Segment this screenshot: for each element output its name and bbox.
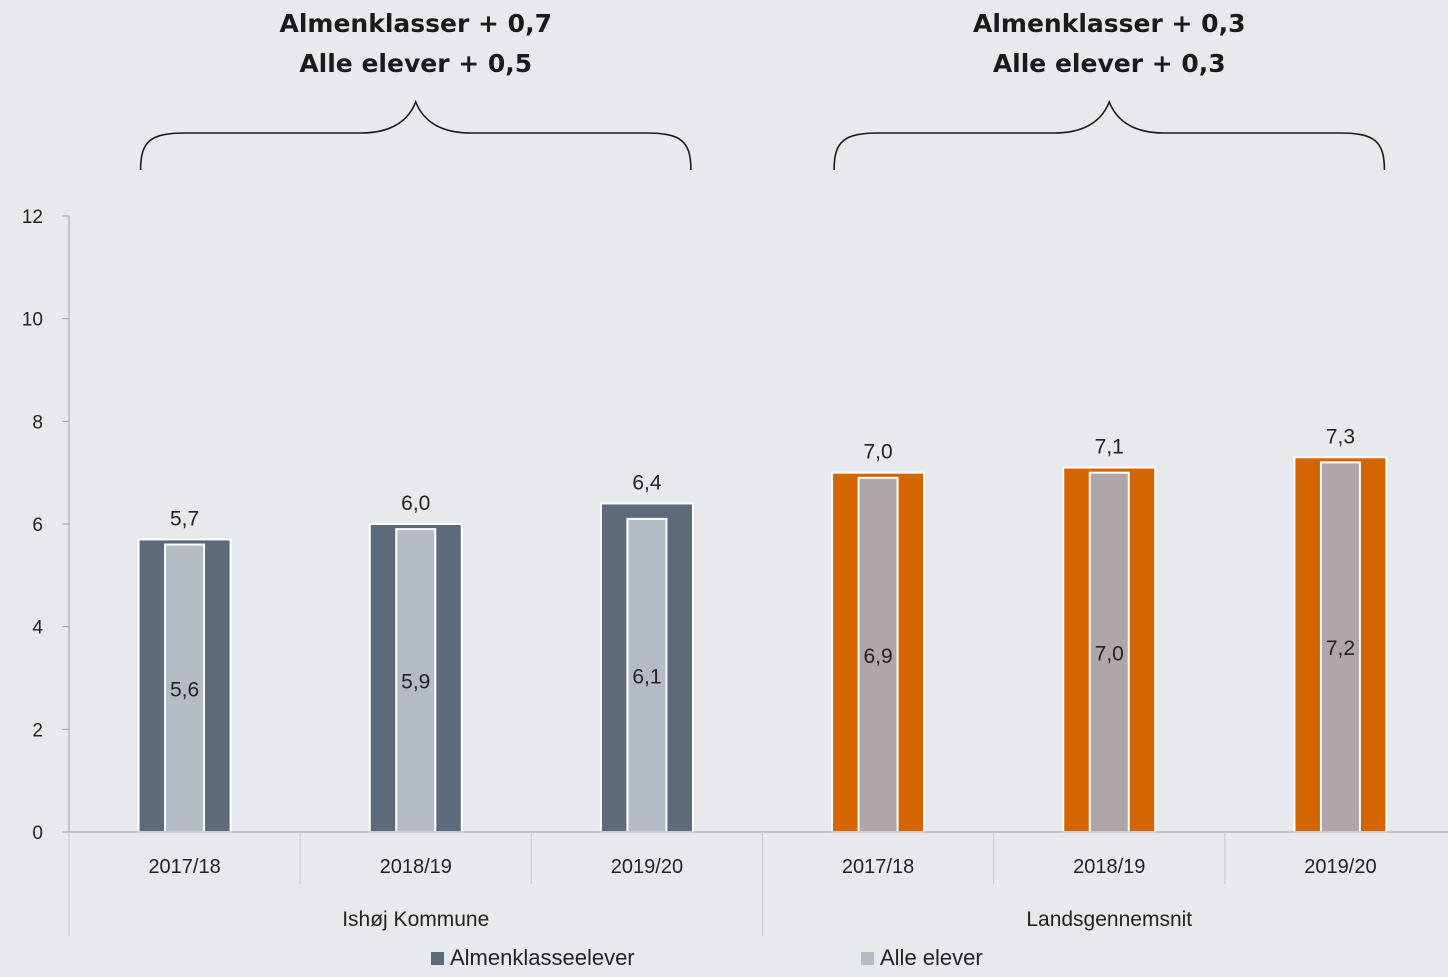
data-label-alle-elever: 6,9	[863, 645, 892, 668]
x-category-label: 2019/20	[611, 856, 683, 878]
y-tick-label: 6	[32, 515, 43, 536]
data-label-alle-elever: 6,1	[632, 665, 661, 688]
y-tick-label: 4	[32, 618, 43, 639]
bar-alle-elever	[395, 528, 437, 834]
x-category-label: 2017/18	[148, 856, 220, 878]
bar-alle-elever	[1088, 471, 1130, 833]
data-label-almenklasseelever: 7,1	[1095, 436, 1124, 459]
bar-alle-elever	[857, 476, 899, 833]
y-tick-label: 8	[32, 412, 43, 433]
y-tick-label: 0	[32, 823, 43, 844]
legend-label-alle-elever: Alle elever	[880, 945, 983, 970]
annotation-line: Alle elever + 0,3	[993, 49, 1226, 78]
data-label-alle-elever: 7,2	[1326, 637, 1355, 660]
annotation-brace	[833, 99, 1386, 171]
legend-label-almenklasseelever: Almenklasseelever	[450, 945, 635, 970]
x-category-label: 2018/19	[380, 856, 452, 878]
data-label-alle-elever: 5,9	[401, 671, 430, 694]
y-tick-label: 10	[22, 310, 43, 331]
x-group-label: Landsgennemsnit	[1026, 908, 1192, 931]
legend-swatch-alle-elever	[861, 952, 874, 965]
x-category-label: 2018/19	[1073, 856, 1145, 878]
data-label-almenklasseelever: 6,4	[632, 471, 662, 494]
annotation-line: Almenklasser + 0,3	[973, 9, 1245, 38]
legend-swatch-almenklasseelever	[431, 952, 444, 965]
data-label-almenklasseelever: 6,0	[401, 492, 430, 515]
x-group-label: Ishøj Kommune	[342, 908, 489, 931]
annotation-brace	[139, 99, 692, 171]
annotation-line: Almenklasser + 0,7	[280, 9, 552, 38]
data-label-almenklasseelever: 5,7	[170, 507, 199, 530]
bar-alle-elever	[626, 517, 668, 833]
data-label-alle-elever: 5,6	[170, 678, 199, 701]
y-tick-label: 2	[32, 720, 43, 741]
y-tick-label: 12	[22, 207, 43, 228]
data-label-almenklasseelever: 7,3	[1326, 425, 1355, 448]
annotation-line: Alle elever + 0,5	[299, 49, 532, 78]
x-category-label: 2019/20	[1304, 856, 1376, 878]
data-label-alle-elever: 7,0	[1095, 642, 1124, 665]
x-category-label: 2017/18	[842, 856, 914, 878]
data-label-almenklasseelever: 7,0	[863, 441, 892, 464]
